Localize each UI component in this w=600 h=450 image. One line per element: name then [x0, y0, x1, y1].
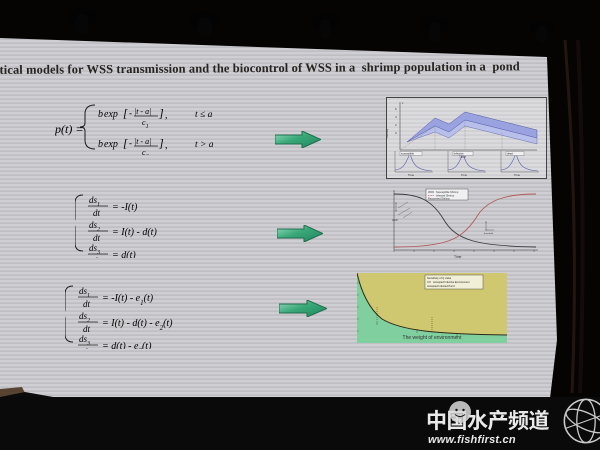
svg-text:= -I(t) - e1(t): = -I(t) - e1(t): [102, 293, 154, 307]
svg-text:,: ,: [165, 110, 168, 121]
svg-text:Time: Time: [408, 173, 415, 177]
svg-text:= -I(t): = -I(t): [112, 202, 138, 213]
svg-text:exp: exp: [104, 139, 118, 150]
svg-text:= I(t) - d(t) - e2(t): = I(t) - d(t) - e2(t): [102, 318, 173, 332]
svg-text:AEIR: AEIR: [392, 219, 398, 222]
svg-text:]: ]: [158, 136, 164, 150]
svg-text:2: 2: [395, 123, 397, 127]
svg-text:susceptible: susceptible: [401, 151, 415, 155]
svg-text:b: b: [98, 109, 103, 120]
svg-text:-: -: [129, 138, 132, 148]
svg-text:= d(t) - e3(t): = d(t) - e3(t): [102, 341, 152, 349]
svg-text:,: ,: [165, 140, 168, 151]
svg-text:p(t) =: p(t) =: [55, 122, 83, 136]
svg-text:= I(t) - d(t): = I(t) - d(t): [112, 227, 157, 238]
svg-text:Accepted Infective Environment: Accepted Infective Environment: [433, 280, 470, 284]
svg-text:t ≤ a: t ≤ a: [195, 110, 213, 120]
svg-text:dt: dt: [83, 324, 91, 334]
svg-text:Time: Time: [461, 173, 468, 177]
svg-text:c1: c1: [142, 118, 149, 130]
svg-text:Recovered Shrimp: Recovered Shrimp: [428, 197, 450, 201]
svg-text:b: b: [98, 139, 103, 150]
svg-text:t > a: t > a: [195, 140, 214, 150]
svg-text:]: ]: [158, 106, 164, 120]
svg-text:-: -: [129, 108, 132, 118]
svg-text:4: 4: [395, 115, 397, 119]
svg-text:dt: dt: [93, 208, 101, 218]
svg-text:dt: dt: [83, 299, 91, 309]
svg-text:dead: dead: [507, 151, 513, 155]
svg-text:Time: Time: [514, 173, 521, 177]
svg-text:z: z: [402, 101, 404, 105]
svg-text:dt: dt: [83, 347, 91, 349]
svg-text:Accepted Infected Pond: Accepted Infected Pond: [427, 284, 455, 288]
svg-text:= d(t): = d(t): [112, 250, 136, 258]
svg-text:dt: dt: [93, 256, 101, 258]
svg-text:|t - a|: |t - a|: [134, 137, 151, 146]
svg-text:6: 6: [395, 107, 397, 111]
svg-text:0: 0: [395, 131, 397, 135]
svg-text:c2: c2: [142, 148, 149, 155]
svg-text:Time: Time: [454, 255, 462, 259]
svg-text:exp: exp: [104, 109, 118, 120]
svg-text:|t - a|: |t - a|: [134, 107, 151, 116]
svg-text:infective: infective: [454, 151, 464, 155]
svg-text:threshold: threshold: [484, 232, 494, 235]
svg-text:Sensitivity of Q value: Sensitivity of Q value: [427, 276, 452, 280]
svg-text:Susceptible Shrimp: Susceptible Shrimp: [436, 190, 459, 194]
svg-text:dt: dt: [93, 233, 101, 243]
svg-text:Density: Density: [387, 128, 389, 138]
